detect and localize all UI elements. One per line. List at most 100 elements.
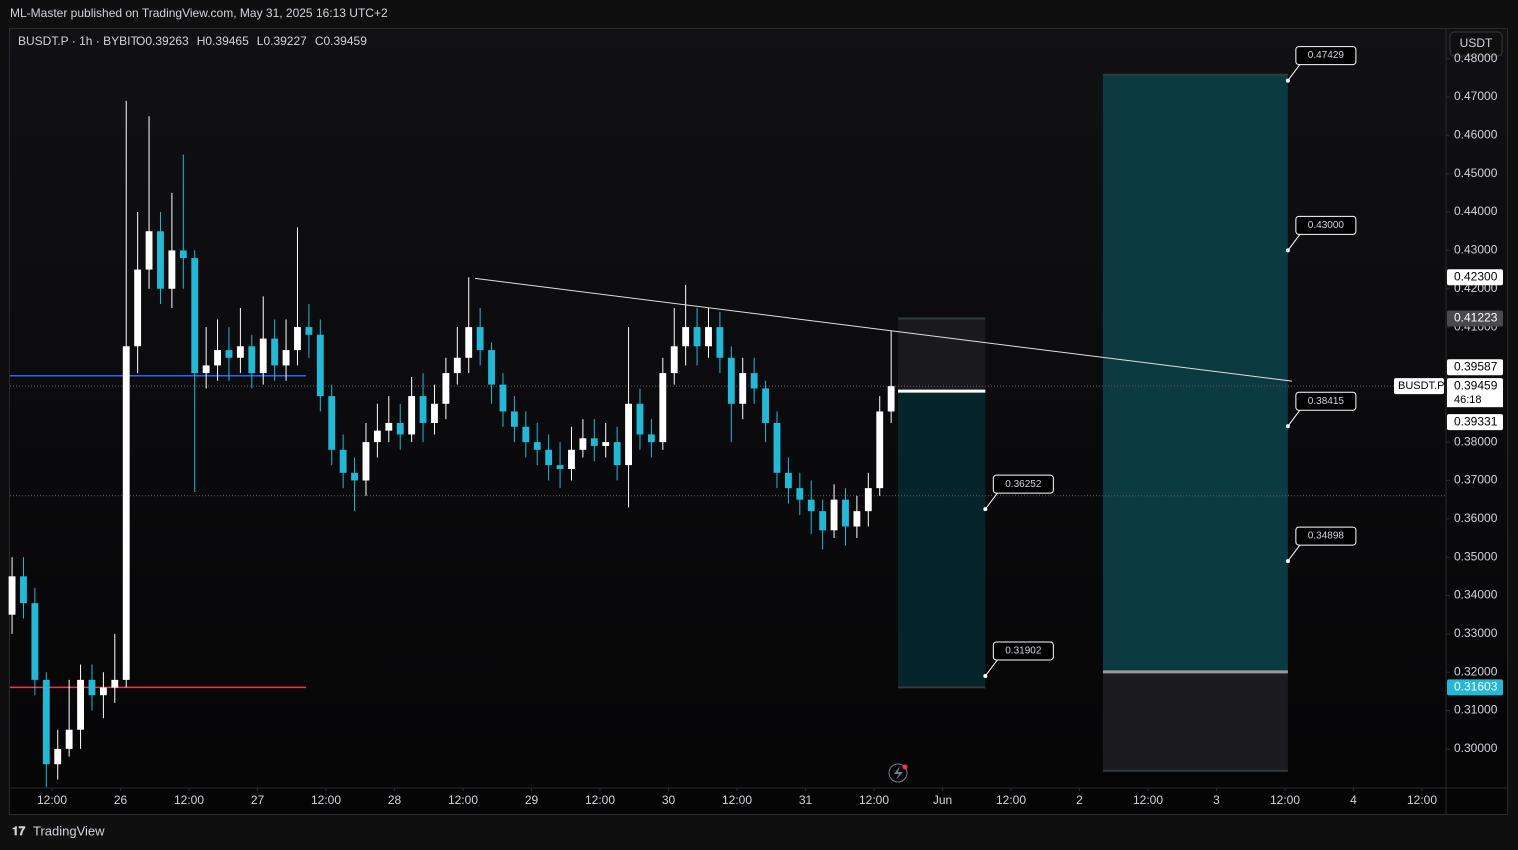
candle-body bbox=[762, 388, 769, 423]
candle-body bbox=[99, 687, 107, 696]
candle-body bbox=[476, 327, 484, 351]
annotation-label: 0.36252 bbox=[1005, 479, 1042, 490]
alert-dot bbox=[902, 764, 908, 770]
candle-body bbox=[453, 357, 461, 374]
x-tick-label: 2 bbox=[1076, 793, 1083, 807]
annotation-box bbox=[1295, 215, 1357, 235]
annotation-box bbox=[992, 474, 1054, 494]
symbol-tag bbox=[1394, 378, 1444, 395]
footer-logo[interactable]: TradingView bbox=[33, 823, 105, 838]
candle-body bbox=[77, 679, 84, 730]
candle-body bbox=[191, 258, 199, 374]
x-tick-label: 4 bbox=[1350, 793, 1357, 807]
annotation-leader bbox=[984, 492, 998, 510]
candle-body bbox=[568, 449, 575, 469]
candle-body bbox=[431, 403, 438, 423]
price-tag bbox=[1447, 269, 1503, 286]
candle-body bbox=[636, 403, 644, 435]
publisher: ML-Master published on TradingView.com, … bbox=[10, 6, 388, 20]
x-tick-label: 26 bbox=[114, 793, 128, 807]
candle-body bbox=[807, 499, 815, 512]
y-tick-label: 0.35000 bbox=[1454, 549, 1498, 563]
candle-body bbox=[819, 511, 827, 531]
y-tick-label: 0.45000 bbox=[1454, 166, 1498, 180]
candle-body bbox=[864, 488, 872, 512]
candle-body bbox=[853, 511, 861, 527]
candle-body bbox=[682, 327, 690, 347]
x-tick-label: 12:00 bbox=[1407, 793, 1437, 807]
candle-body bbox=[88, 679, 96, 696]
candle-body bbox=[488, 350, 495, 385]
candle-body bbox=[362, 442, 370, 481]
box-upper bbox=[897, 318, 986, 392]
candle-body bbox=[396, 422, 404, 435]
annotation-leader bbox=[1287, 64, 1301, 81]
y-tick-label: 0.44000 bbox=[1454, 204, 1498, 218]
y-tick-label: 0.43000 bbox=[1454, 243, 1498, 257]
candle-body bbox=[294, 327, 301, 351]
y-tick-label: 0.48000 bbox=[1454, 51, 1498, 65]
ohlc-label: C0.39459 bbox=[315, 34, 367, 48]
x-tick-label: 12:00 bbox=[448, 793, 478, 807]
candle-body bbox=[545, 449, 553, 466]
price-tag-label: 0.31603 bbox=[1454, 680, 1498, 694]
box-upper bbox=[1102, 74, 1288, 672]
currency-button[interactable] bbox=[1449, 31, 1503, 57]
candle-body bbox=[750, 373, 758, 389]
y-tick-label: 0.30000 bbox=[1454, 741, 1498, 755]
candle-body bbox=[385, 422, 393, 431]
x-tick-label: 27 bbox=[251, 793, 265, 807]
candle-body bbox=[408, 396, 416, 435]
price-tag-label: 0.42300 bbox=[1454, 269, 1498, 283]
candle-body bbox=[590, 438, 598, 446]
annotation-label: 0.31902 bbox=[1005, 646, 1042, 657]
candle-body bbox=[419, 396, 427, 423]
x-tick-label: 30 bbox=[662, 793, 676, 807]
annotation-box bbox=[1295, 391, 1357, 411]
candle-body bbox=[305, 327, 313, 335]
candle-body bbox=[784, 472, 792, 489]
candle-body bbox=[214, 350, 221, 366]
candle-body bbox=[328, 396, 336, 450]
annotation-leader bbox=[1287, 544, 1301, 562]
candle-body bbox=[705, 327, 712, 347]
candle-body bbox=[670, 346, 678, 374]
candle-body bbox=[796, 488, 804, 500]
price-tag-label: 0.41223 bbox=[1454, 311, 1498, 325]
x-tick-label: 12:00 bbox=[996, 793, 1026, 807]
symbol-line: BUSDT.P · 1h · BYBIT bbox=[18, 34, 138, 48]
alert-icon[interactable] bbox=[888, 763, 908, 783]
candle-body bbox=[20, 576, 27, 604]
annotation-label: 0.43000 bbox=[1308, 220, 1345, 231]
candle-body bbox=[659, 373, 667, 443]
candle-body bbox=[613, 442, 621, 466]
y-tick-label: 0.31000 bbox=[1454, 703, 1498, 717]
candle-body bbox=[716, 327, 724, 358]
candle-body bbox=[42, 679, 50, 765]
ohlc-label: L0.39227 bbox=[257, 34, 307, 48]
candle-body bbox=[271, 338, 279, 366]
candle-body bbox=[625, 403, 632, 466]
candle-body bbox=[179, 250, 187, 259]
candle-body bbox=[522, 426, 530, 443]
price-tag bbox=[1447, 679, 1503, 696]
annotation-box bbox=[992, 641, 1054, 661]
candle-body bbox=[465, 327, 473, 358]
x-tick-label: 12:00 bbox=[311, 793, 341, 807]
countdown: 46:18 bbox=[1454, 394, 1482, 406]
y-tick-label: 0.37000 bbox=[1454, 473, 1498, 487]
candle-body bbox=[773, 422, 781, 473]
y-tick-label: 0.38000 bbox=[1454, 434, 1498, 448]
candle-body bbox=[556, 465, 564, 469]
currency[interactable]: USDT bbox=[1460, 36, 1493, 50]
symbol-tag-label: BUSDT.P bbox=[1398, 380, 1444, 392]
annotation-leader bbox=[1287, 409, 1301, 427]
candle-body bbox=[339, 449, 347, 473]
candle-body bbox=[236, 346, 244, 358]
x-tick-label: 28 bbox=[388, 793, 402, 807]
candle-body bbox=[830, 499, 838, 531]
annotation-label: 0.38415 bbox=[1308, 396, 1345, 407]
candle-body bbox=[739, 373, 747, 404]
